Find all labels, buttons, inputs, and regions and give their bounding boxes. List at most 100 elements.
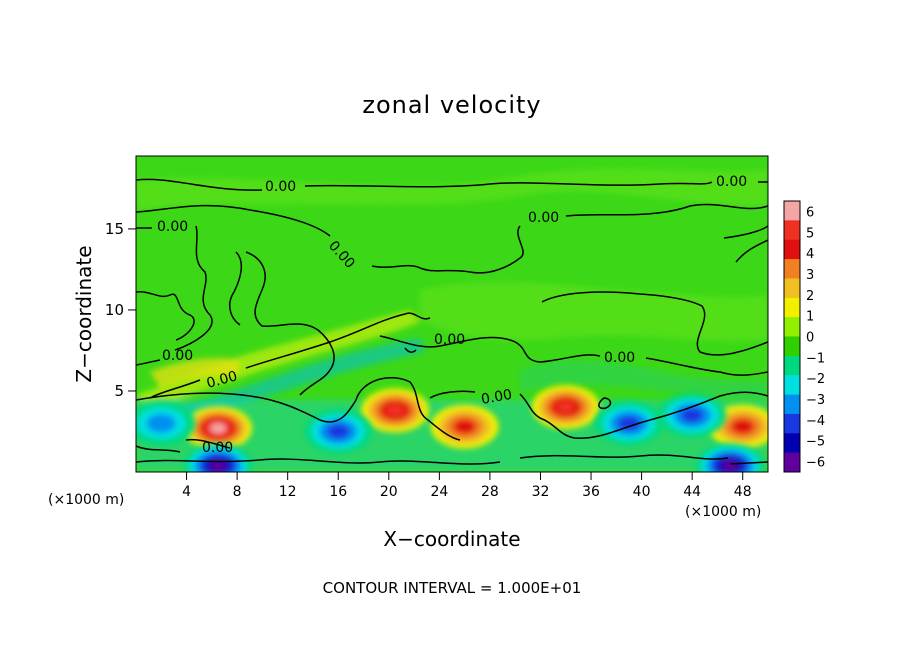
x-unit-left: (×1000 m) [48,492,124,508]
contour-line [723,225,768,263]
contour-label: 0.00 [202,440,233,456]
colorbar-segment [784,452,800,473]
colorbar-tick-label: 1 [806,310,814,325]
x-tick-label: 36 [582,484,600,500]
anomaly-ring [210,423,227,434]
x-tick-label: 28 [481,484,499,500]
anomaly-cell [136,401,196,446]
colorbar-tick-label: 2 [806,289,814,304]
field-band-upper [136,168,768,210]
colorbar-tick-label: −5 [806,435,825,450]
colorbar: 6 5 4 3 2 1 0 −1 −2 −3 −4 −5 −6 [783,200,825,473]
field-band-mid [420,282,768,342]
anomaly-ring [722,460,738,471]
colorbar-segment [784,297,800,318]
contour-label: 0.00 [604,350,635,366]
chart-title: zonal velocity [362,91,541,119]
contour-line [541,291,768,356]
contour-label: 0.00 [528,210,559,226]
x-tick-label: 20 [380,484,398,500]
anomaly-ring [146,413,176,433]
contour-label: 0.00 [265,179,296,195]
colorbar-segment [784,278,800,299]
anomaly-ring [326,424,350,439]
contour-labels: 0.00 0.00 0.00 0.00 0.00 0.00 0.00 0.00 … [157,174,747,456]
contour-interval-note: CONTOUR INTERVAL = 1.000E+01 [323,579,582,597]
x-tick-label: 8 [233,484,242,500]
anomaly-cell [430,404,499,449]
colorbar-frame [783,200,801,473]
x-axis-label: X−coordinate [383,527,520,551]
anomaly-ring [453,419,476,434]
colorbar-tick-label: 3 [806,268,814,283]
x-tick-label: 32 [532,484,550,500]
heatmap-field [136,156,768,472]
colorbar-segment [784,259,800,279]
contour-label: 0.00 [157,219,188,235]
colorbar-tick-label: 0 [806,331,814,346]
contour-lines [136,178,768,465]
colorbar-segment [784,413,800,434]
contour-line [136,377,461,441]
x-unit-right: (×1000 m) [685,504,761,520]
contour-label: 0.00 [205,368,239,392]
contour-line [136,178,768,191]
anomaly-cell [696,443,765,472]
anomaly-cell [594,401,663,446]
anomaly-ring [617,416,641,431]
y-axis-label: Z−coordinate [72,245,96,382]
colorbar-tick-label: 6 [806,205,814,220]
y-axis: 5 10 15 [105,220,136,400]
anomaly-cell [361,388,430,433]
contour-label: 0.00 [716,174,747,190]
contour-line [136,291,195,341]
contour-line [228,251,335,396]
colorbar-segment [784,239,800,260]
contour-line [136,438,768,465]
contour-label: 0.00 [434,332,465,348]
colorbar-tick-label: −6 [806,456,825,471]
colorbar-segment [784,201,800,221]
contour-line [404,347,612,410]
colorbar-tick-label: −3 [806,393,825,408]
colorbar-segment [784,394,800,415]
anomaly-cells [136,385,768,472]
anomaly-ring [385,404,405,417]
x-tick-label: 48 [734,484,752,500]
anomaly-ring [731,419,755,434]
contour-label: 0.00 [162,348,193,364]
colorbar-segment [784,336,800,357]
colorbar-segment [784,317,800,337]
colorbar-segment [784,433,800,454]
field-lower-left-positive [150,358,240,388]
x-axis: 4 8 12 16 20 24 28 32 36 40 44 48 [182,472,752,500]
contour-line [149,312,431,399]
y-tick-label: 10 [105,301,124,319]
plot-frame [135,155,769,473]
contour-line [136,203,768,274]
colorbar-segment [784,375,800,396]
anomaly-ring [556,401,576,414]
x-tick-label: 16 [329,484,347,500]
colorbar-tick-label: −4 [806,414,825,429]
anomaly-cell [531,385,600,430]
anomaly-ring [210,460,227,471]
colorbar-tick-label: −1 [806,351,825,366]
contour-label: 0.00 [480,387,513,408]
x-tick-label: 4 [182,484,191,500]
anomaly-cell [184,406,253,451]
y-tick-label: 15 [105,220,124,238]
contour-line [379,335,768,376]
colorbar-tick-label: 4 [806,247,814,262]
contour-line [136,225,213,366]
colorbar-tick-label: −2 [806,372,825,387]
y-tick-label: 5 [114,382,124,400]
x-tick-label: 44 [683,484,701,500]
anomaly-cell [304,409,373,454]
x-tick-label: 40 [633,484,651,500]
anomaly-cell [658,393,727,438]
colorbar-segment [784,220,800,241]
x-tick-label: 24 [430,484,448,500]
anomaly-ring [680,407,704,423]
